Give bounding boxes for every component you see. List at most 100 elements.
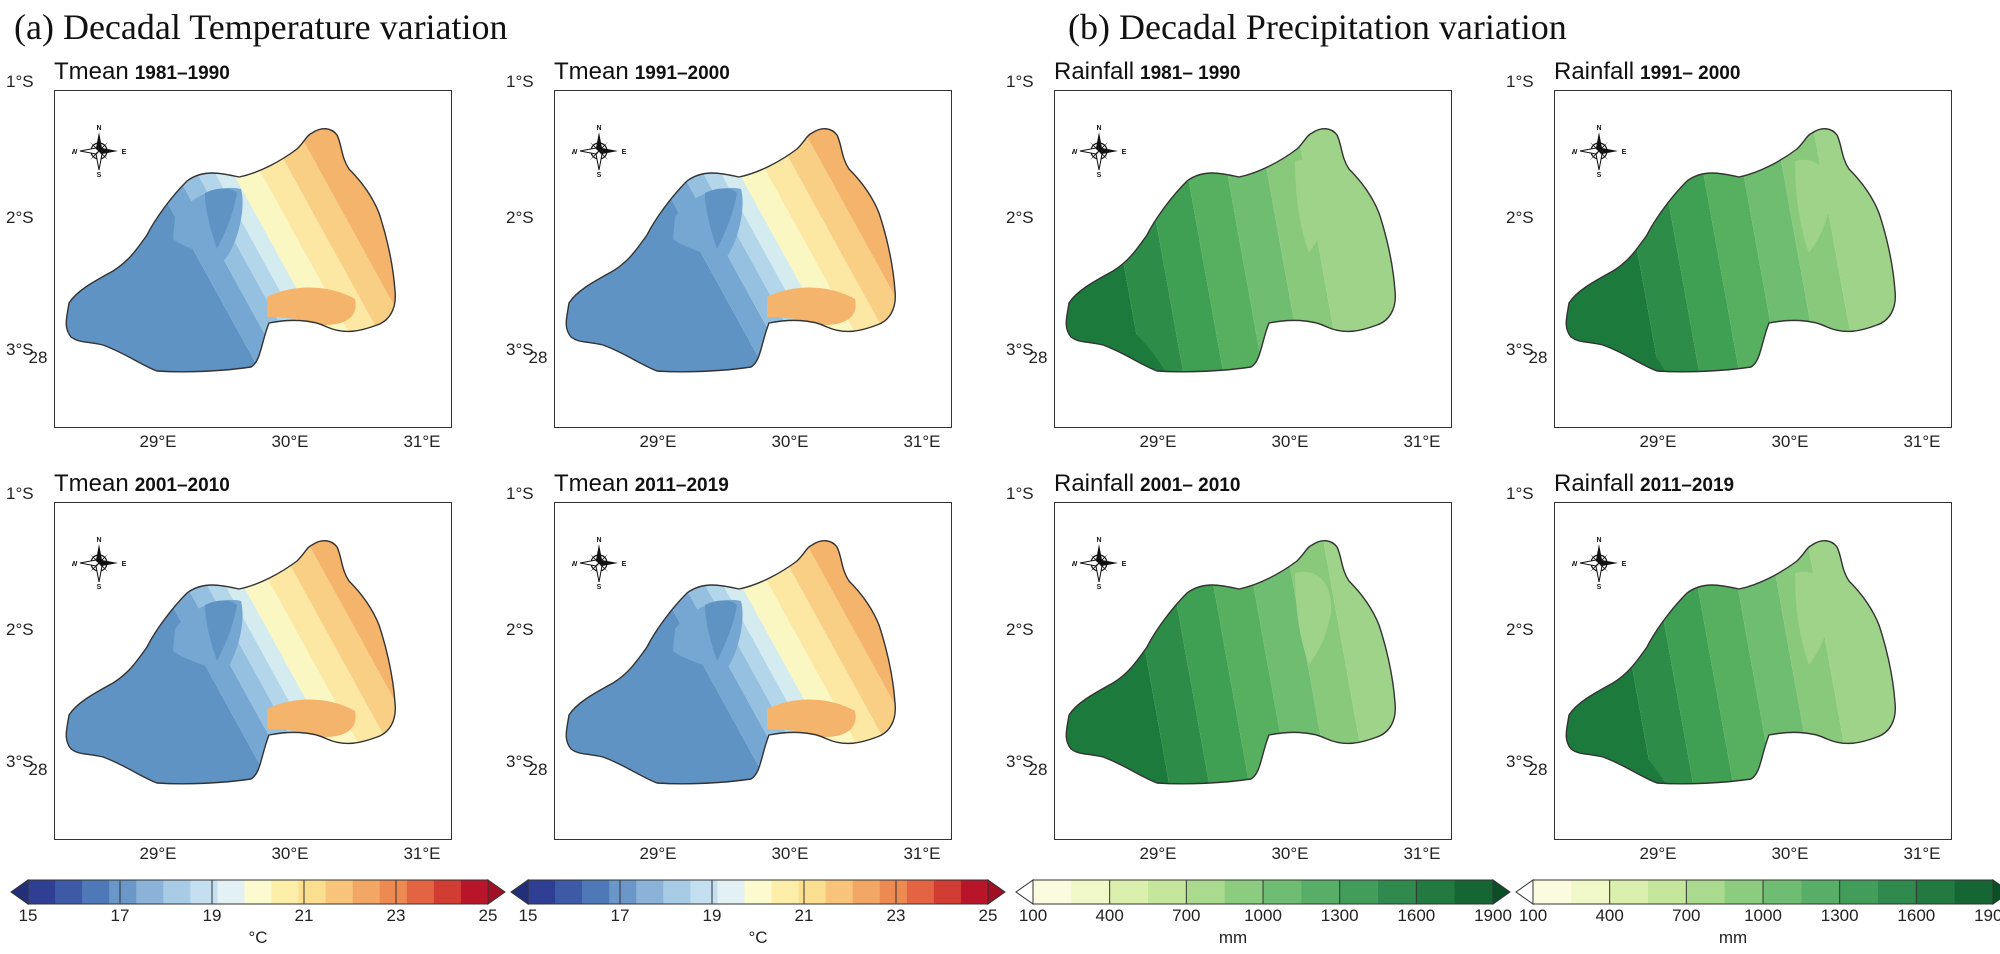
y-tick-label: 2°S	[1506, 208, 1534, 227]
colorbar-segment	[433, 880, 462, 904]
y-tick-label: 1°S	[1506, 484, 1534, 503]
rainfall-map-panel: Rainfall 2001– 2010 N S W E 1°S 2°S 3°S 28 29°E 30°…	[1006, 470, 1502, 863]
panel-period: 2001–2010	[134, 475, 230, 496]
map-frame	[1554, 502, 1952, 840]
compass-rose-icon: N S W E	[71, 537, 127, 591]
y-tick-label: 3°S	[6, 340, 34, 359]
x-tick-label: 31°E	[403, 844, 441, 863]
rainfall-colorbar: 100 400 700 1000 1300 1600 1900 mm	[1515, 878, 2000, 948]
warm-pocket	[267, 287, 356, 325]
temperature-section-title: (a) Decadal Temperature variation	[14, 7, 508, 47]
compass-label: W	[1072, 149, 1078, 156]
x-tick-label: 31°E	[1903, 432, 1941, 451]
compass-rose-icon: N S W E	[1071, 537, 1127, 591]
rainfall-colorbar: 100 400 700 1000 1300 1600 1900 mm	[1015, 878, 1512, 948]
country-boundary	[65, 540, 396, 785]
rainfall-band	[1254, 128, 1361, 372]
map-plot	[1065, 128, 1396, 373]
temperature-band	[251, 128, 396, 372]
colorbar-segment	[1839, 880, 1879, 904]
colorbar-bar	[1515, 879, 2000, 905]
colorbar-segment	[582, 880, 610, 904]
colorbar-tick-label: 15	[18, 906, 38, 925]
compass-rose-icon: N S W E	[71, 124, 127, 183]
y-tick-label: 1°S	[1506, 72, 1534, 91]
rainfall-band	[1764, 540, 1871, 784]
compass-label: E	[622, 561, 626, 568]
colorbar-segment	[1954, 880, 1994, 904]
temperature-band	[617, 128, 852, 372]
wet-core	[1066, 720, 1165, 784]
x-tick-label: 28	[1528, 348, 1548, 367]
map-plot	[1565, 128, 1896, 373]
x-tick-label: 29°E	[1139, 432, 1177, 451]
y-tick-label: 3°S	[6, 752, 34, 771]
dry-pocket	[1795, 159, 1832, 253]
compass-label: E	[122, 149, 126, 156]
x-tick-label: 28	[28, 760, 48, 779]
map-frame	[54, 502, 452, 840]
colorbar-tick-label: 700	[1672, 906, 1701, 925]
x-tick-label: 31°E	[1403, 844, 1441, 863]
panel-variable: Rainfall	[1554, 58, 1635, 85]
x-tick-label: 30°E	[271, 432, 309, 451]
colorbar-unit-label: mm	[1718, 928, 1748, 947]
rainfall-band	[1214, 128, 1323, 372]
dry-pocket	[1295, 159, 1332, 253]
compass-rose-icon: N S W E	[71, 536, 127, 595]
x-tick-label: 31°E	[903, 432, 941, 451]
x-tick-label: 29°E	[1639, 844, 1677, 863]
colorbar-tick-label: 21	[294, 906, 314, 925]
colorbar-segment	[1686, 880, 1726, 904]
colorbar-segment	[1878, 880, 1917, 904]
colorbar-segment	[55, 880, 83, 904]
wet-core	[1566, 308, 1665, 372]
y-tick-label: 1°S	[506, 484, 534, 503]
panel-variable: Rainfall	[1554, 470, 1635, 497]
x-tick-label: 31°E	[403, 432, 441, 451]
colorbar-unit-label: °C	[248, 928, 268, 947]
panel-variable: Tmean	[554, 470, 629, 497]
colorbar-low-arrow	[510, 879, 529, 905]
map-plot	[565, 128, 896, 373]
colorbar-tick-label: 25	[978, 906, 998, 925]
compass-label: W	[1572, 149, 1578, 156]
x-tick-label: 29°E	[139, 432, 177, 451]
colorbar-segment	[379, 880, 408, 904]
panel-period: 2011–2019	[1640, 475, 1735, 496]
colorbar-segment	[136, 880, 164, 904]
compass-label: N	[1596, 537, 1601, 544]
colorbar-tick-label: 700	[1172, 906, 1201, 925]
temperature-band	[757, 128, 896, 372]
map-frame	[1054, 502, 1452, 840]
rainfall-band	[1690, 128, 1799, 372]
temperature-band	[619, 540, 854, 784]
rainfall-map-panel: Rainfall 1981– 1990 N S W E 1°S 2°S 3°S 28 29°E 30°…	[1006, 58, 1502, 451]
colorbar-high-arrow	[1492, 879, 1511, 905]
colorbar-tick-label: 400	[1095, 906, 1124, 925]
colorbar-segment	[1224, 880, 1264, 904]
y-tick-label: 3°S	[506, 340, 534, 359]
panel-title: Tmean 1981–1990	[54, 58, 230, 86]
cold-core-inner	[205, 188, 237, 249]
x-tick-label: 28	[1028, 348, 1048, 367]
precipitation-section-title: (b) Decadal Precipitation variation	[1068, 7, 1567, 47]
compass-label: E	[622, 149, 626, 156]
country-boundary	[1565, 128, 1896, 373]
colorbar-segment	[879, 880, 908, 904]
colorbar-bar	[1015, 879, 1511, 905]
map-plot	[565, 540, 896, 785]
colorbar-tick-label: 17	[110, 906, 130, 925]
x-tick-label: 29°E	[139, 844, 177, 863]
panel-title: Tmean 2001–2010	[54, 470, 230, 498]
panel-title: Rainfall 2001– 2010	[1054, 470, 1240, 498]
cold-core-inner	[205, 600, 237, 661]
panel-period: 1991– 2000	[1640, 63, 1741, 84]
temperature-field	[566, 128, 896, 372]
colorbar-low-arrow	[1015, 879, 1034, 905]
compass-rose-icon: N S W E	[571, 536, 627, 595]
compass-label: S	[1597, 172, 1602, 178]
colorbar-segment	[798, 880, 827, 904]
colorbar-tick-label: 21	[794, 906, 814, 925]
map-frame	[1554, 90, 1952, 428]
